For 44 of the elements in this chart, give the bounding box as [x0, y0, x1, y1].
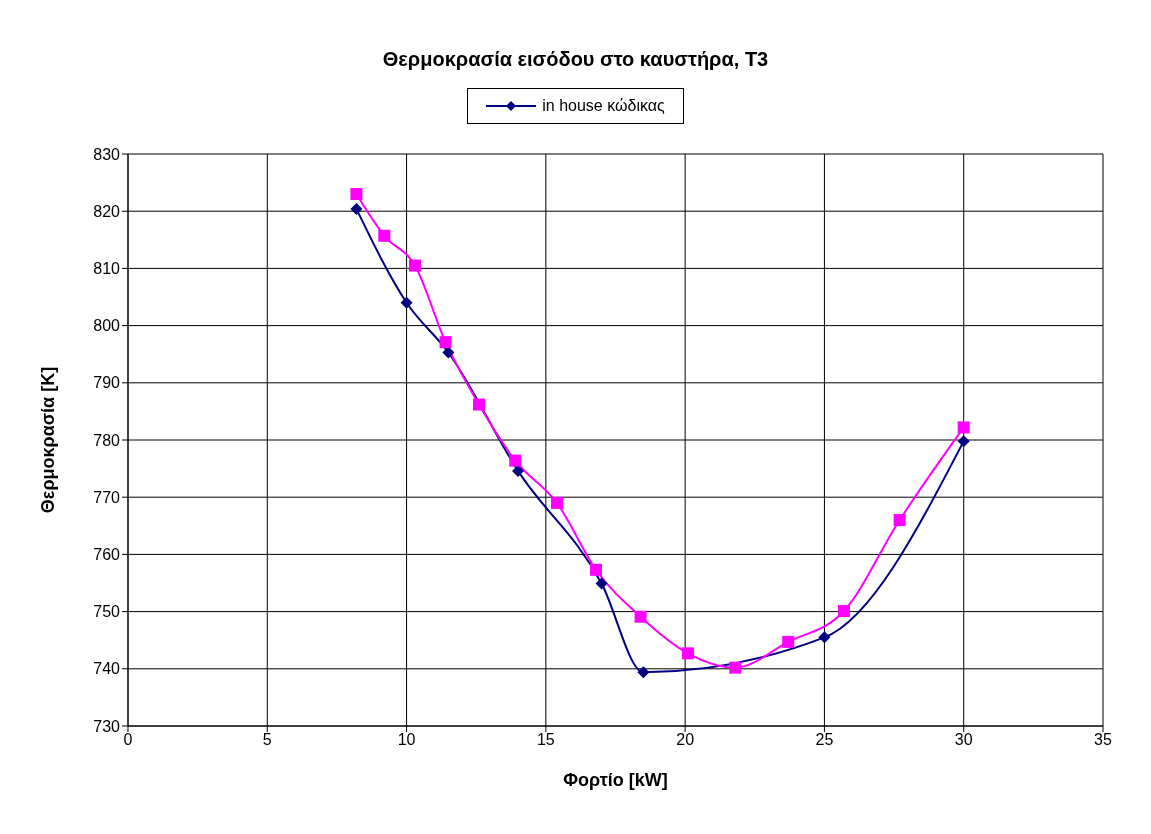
y-tick-label: 790	[93, 374, 121, 392]
point	[782, 635, 795, 648]
point	[893, 514, 906, 527]
legend-label: in house κώδικας	[541, 97, 665, 115]
y-tick-label: 760	[93, 546, 121, 564]
y-axis-title: Θερμοκρασία [K]	[38, 366, 59, 514]
x-tick-label: 20	[676, 731, 695, 749]
point	[400, 296, 413, 309]
y-tick-label: 730	[93, 717, 121, 735]
point	[551, 496, 563, 509]
x-tick-label: 25	[815, 731, 834, 749]
point	[509, 454, 522, 467]
point	[818, 631, 831, 644]
point	[473, 398, 485, 411]
point	[634, 610, 647, 623]
x-tick-label: 15	[536, 731, 555, 749]
y-tick-label: 830	[93, 145, 121, 163]
point	[350, 188, 363, 201]
y-tick-label: 810	[93, 260, 121, 278]
y-tick-label: 750	[93, 603, 121, 621]
y-tick-label: 800	[93, 317, 121, 335]
x-tick-label: 30	[954, 731, 973, 749]
point	[595, 577, 608, 590]
point	[439, 336, 452, 349]
point	[957, 435, 970, 448]
point	[378, 229, 391, 242]
x-axis-title: Φορτίο [kW]	[563, 770, 668, 790]
point	[957, 421, 970, 434]
y-tick-label: 820	[93, 202, 121, 220]
point	[837, 605, 850, 618]
x-tick-label: 0	[123, 731, 133, 749]
chart-title: Θερμοκρασία εισόδου στο καυστήρα, Τ3	[381, 47, 770, 72]
x-tick-label: 10	[397, 731, 416, 749]
x-tick-label: 5	[262, 731, 272, 749]
point	[408, 259, 421, 272]
point	[590, 563, 602, 576]
x-tick-label: 35	[1094, 731, 1112, 749]
y-tick-label: 740	[93, 660, 121, 678]
y-tick-label: 780	[93, 431, 121, 449]
point	[681, 647, 694, 660]
y-tick-label: 770	[93, 488, 121, 506]
point	[729, 661, 742, 674]
point	[637, 666, 650, 679]
point	[350, 202, 363, 215]
